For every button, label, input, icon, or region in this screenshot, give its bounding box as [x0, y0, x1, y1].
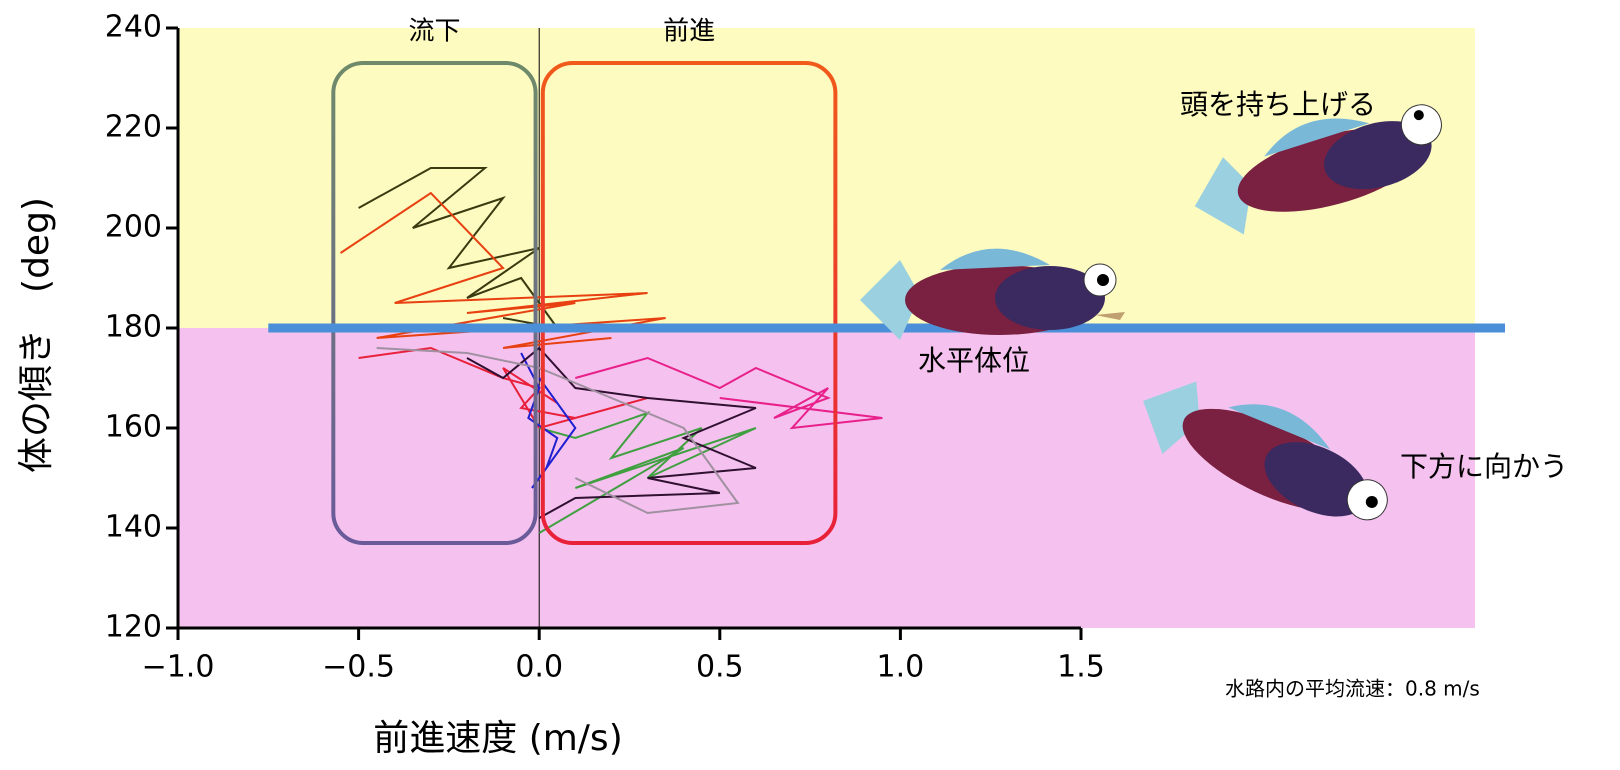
x-tick-label: 0.0: [515, 650, 563, 685]
y-tick-label: 140: [105, 510, 162, 545]
annotation: 下方に向かう: [1400, 450, 1568, 483]
box-label: 前進: [663, 17, 715, 47]
x-tick-label: −0.5: [322, 650, 395, 685]
x-tick-label: 1.0: [877, 650, 925, 685]
x-tick-label: −1.0: [142, 650, 215, 685]
y-tick-label: 120: [105, 610, 162, 645]
box-label: 流下: [408, 17, 460, 47]
x-axis-label: 前進速度 (m/s): [373, 718, 623, 759]
chart: 流下 前進 120 140 160 180 200 220 240 −1.0 −0.5 0.0 0.5 1…: [0, 0, 1620, 770]
y-tick-label: 200: [105, 210, 162, 245]
y-tick-label: 240: [105, 10, 162, 45]
x-tick-label: 1.5: [1057, 650, 1105, 685]
y-axis-label: 体の傾き (deg): [16, 197, 57, 473]
annotation: 水路内の平均流速：0.8 m/s: [1225, 677, 1480, 701]
y-tick-label: 220: [105, 110, 162, 145]
x-tick-label: 0.5: [696, 650, 744, 685]
annotation: 水平体位: [918, 344, 1030, 377]
y-tick-label: 160: [105, 410, 162, 445]
annotation: 頭を持ち上げる: [1180, 88, 1376, 121]
y-tick-label: 180: [105, 310, 162, 345]
